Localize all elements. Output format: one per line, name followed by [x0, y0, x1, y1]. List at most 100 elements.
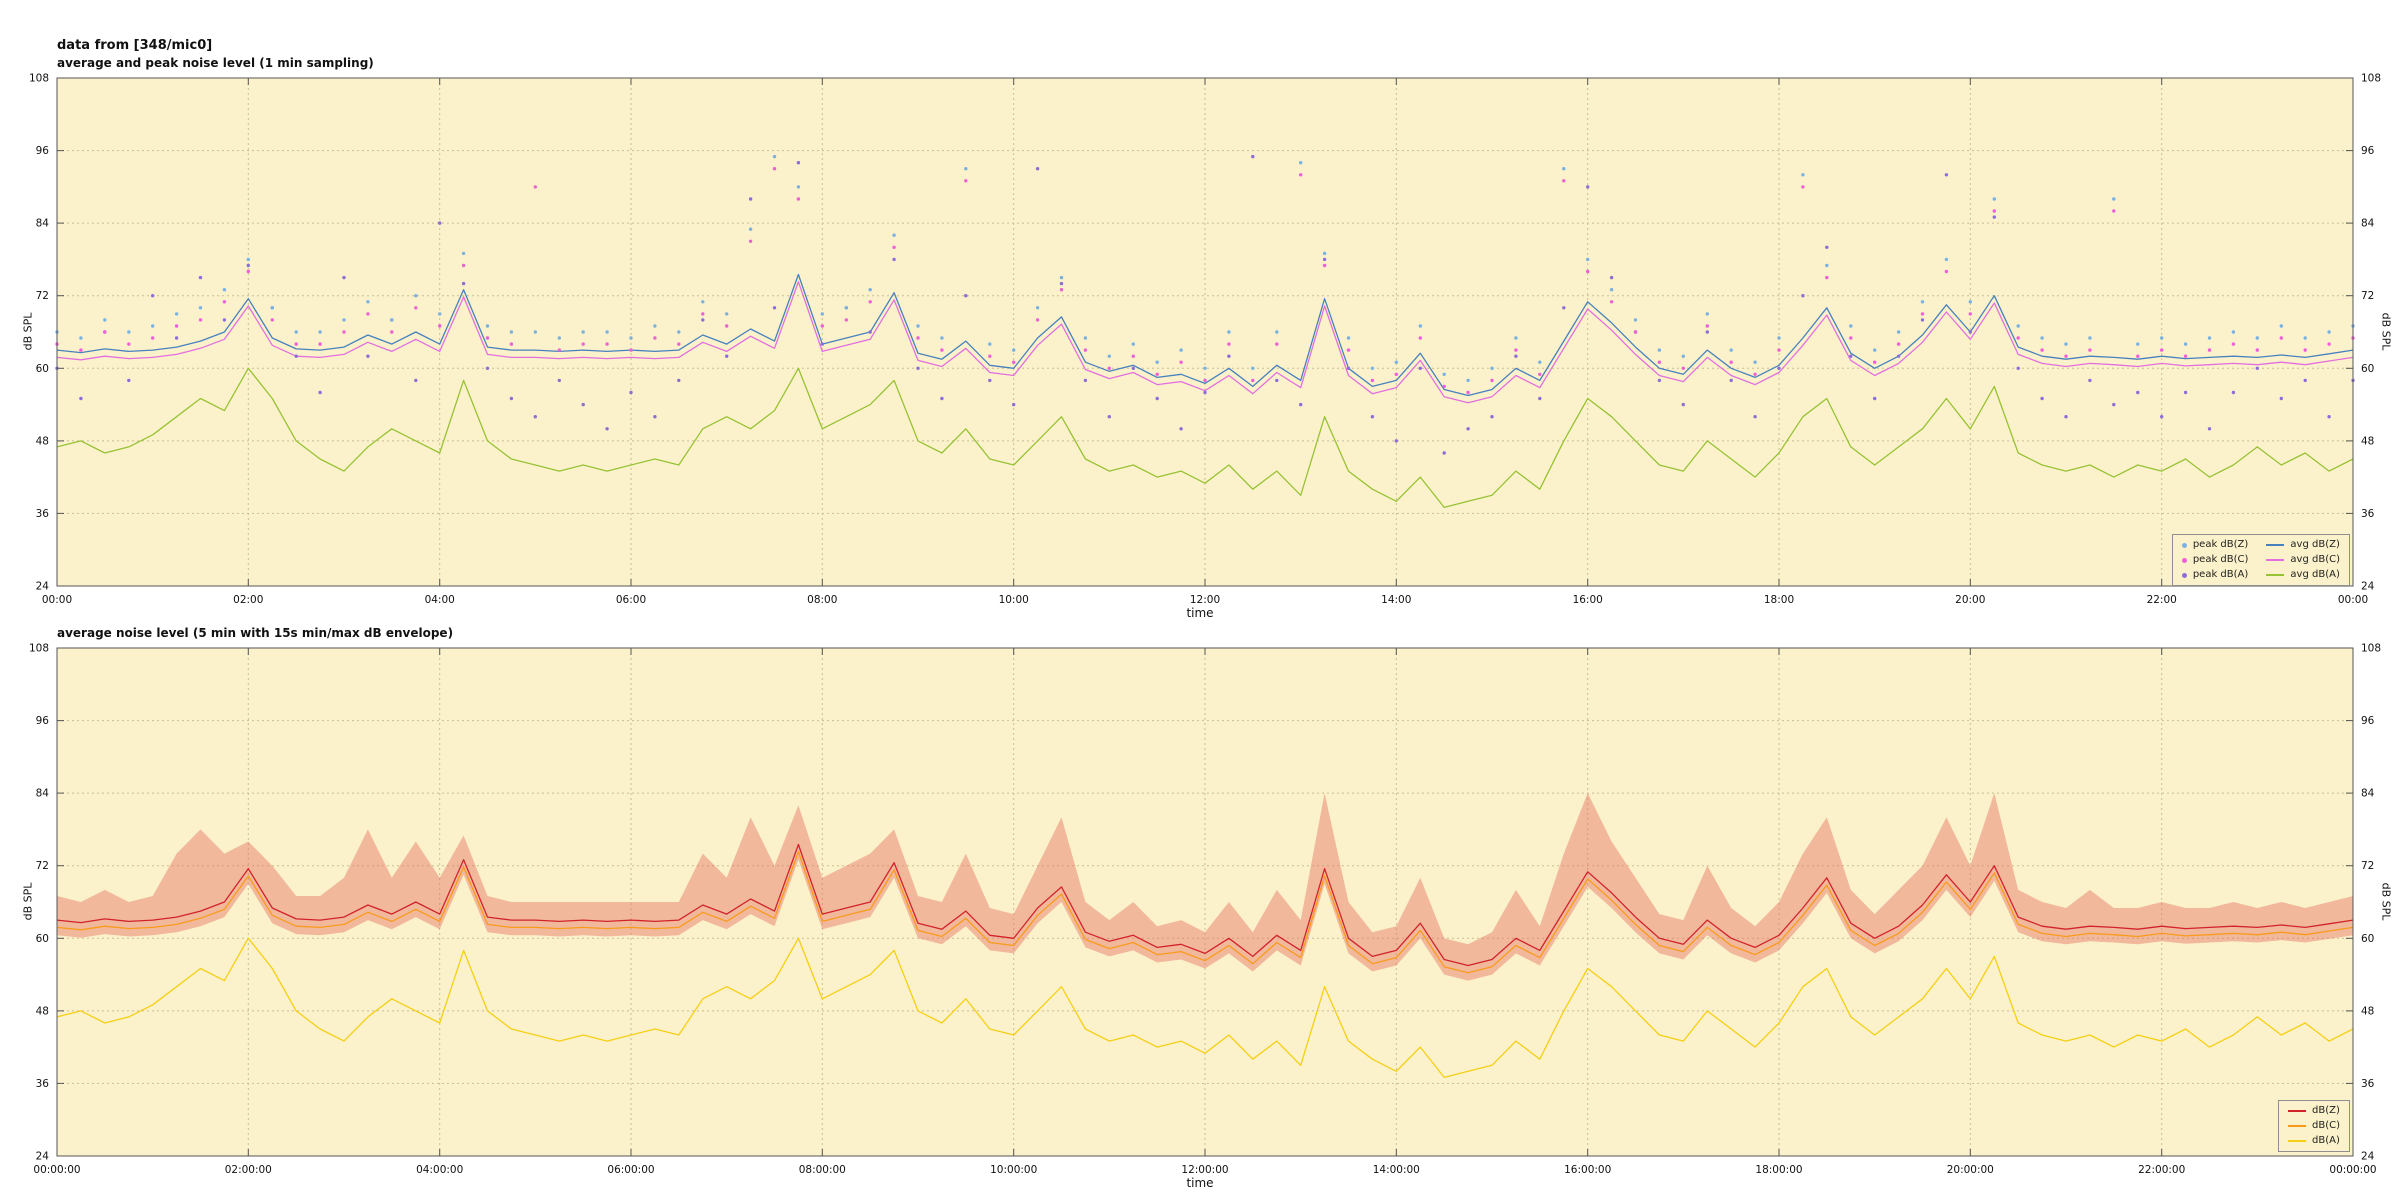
svg-text:10:00: 10:00 [999, 594, 1029, 606]
svg-text:84: 84 [36, 218, 50, 230]
tick-marks [56, 77, 2354, 587]
svg-text:20:00: 20:00 [1955, 594, 1985, 606]
legend-item: dB(A) [2288, 1135, 2340, 1147]
avg-dbc-swatch-icon [2266, 559, 2285, 561]
series-scatter [55, 154, 2355, 383]
legend-item: dB(C) [2288, 1120, 2340, 1132]
legend-item: peak dB(C) [2181, 554, 2249, 566]
legend-label: dB(Z) [2312, 1105, 2340, 1116]
bottom-chart-canvas: 24 24 36 36 48 48 60 60 72 72 84 84 96 96 108 108 00:00:… [29, 643, 2381, 1177]
legend-label: peak dB(C) [2192, 554, 2249, 565]
x-tick-labels: 00:00 02:00 04:00 06:00 08:00 10:00 12:00 14:00… [42, 594, 2368, 606]
legend-item: peak dB(A) [2181, 569, 2249, 581]
series-line [56, 281, 2354, 404]
bottom-ylabel-right: dB SPL [2379, 882, 2393, 921]
y-tick-labels: 24 24 36 36 48 48 60 60 72 72 84 84 96 96 108 108 [29, 73, 2381, 593]
avg-dbz-swatch-icon [2266, 544, 2285, 546]
peak-dbz-swatch-icon [2181, 542, 2187, 548]
svg-text:108: 108 [2361, 73, 2381, 85]
series-line [56, 367, 2354, 509]
minmax-envelope [57, 793, 2353, 981]
top-legend-peak-column: peak dB(Z) peak dB(C) peak dB(A) [2181, 539, 2249, 581]
svg-text:12:00: 12:00 [1190, 594, 1220, 606]
legend-label: avg dB(A) [2290, 569, 2340, 580]
x-tick-labels: 00:00:00 02:00:00 04:00:00 06:00:00 08:00:00… [33, 1164, 2376, 1176]
svg-text:36: 36 [2361, 1078, 2375, 1090]
svg-text:60: 60 [36, 363, 49, 375]
legend-item: avg dB(C) [2266, 554, 2340, 566]
svg-text:00:00:00: 00:00:00 [33, 1164, 80, 1176]
svg-text:72: 72 [2361, 290, 2374, 302]
dbz-swatch-icon [2288, 1110, 2306, 1112]
tick-marks [56, 647, 2354, 1157]
legend-label: peak dB(A) [2192, 569, 2249, 580]
svg-text:72: 72 [2361, 860, 2374, 872]
legend-label: peak dB(Z) [2192, 539, 2249, 550]
svg-text:10:00:00: 10:00:00 [990, 1164, 1037, 1176]
bottom-legend: dB(Z) dB(C) dB(A) [2278, 1100, 2350, 1152]
svg-text:14:00: 14:00 [1381, 594, 1411, 606]
svg-text:06:00:00: 06:00:00 [607, 1164, 654, 1176]
svg-text:48: 48 [2361, 1005, 2374, 1017]
series-line [56, 851, 2354, 974]
avg-dba-swatch-icon [2266, 574, 2285, 576]
svg-text:02:00:00: 02:00:00 [225, 1164, 272, 1176]
svg-text:00:00: 00:00 [42, 594, 72, 606]
svg-text:36: 36 [36, 1078, 50, 1090]
svg-text:24: 24 [36, 581, 50, 593]
svg-text:60: 60 [2361, 933, 2374, 945]
svg-text:08:00:00: 08:00:00 [799, 1164, 846, 1176]
legend-label: avg dB(Z) [2290, 539, 2340, 550]
svg-text:108: 108 [2361, 643, 2381, 655]
svg-text:24: 24 [36, 1151, 50, 1163]
bottom-ylabel-left: dB SPL [21, 882, 35, 921]
svg-text:18:00:00: 18:00:00 [1755, 1164, 1802, 1176]
top-legend-avg-column: avg dB(Z) avg dB(C) avg dB(A) [2266, 539, 2340, 581]
svg-text:16:00:00: 16:00:00 [1564, 1164, 1611, 1176]
svg-text:48: 48 [36, 435, 49, 447]
svg-text:72: 72 [36, 290, 49, 302]
svg-text:16:00: 16:00 [1573, 594, 1603, 606]
svg-text:04:00: 04:00 [425, 594, 455, 606]
svg-text:96: 96 [36, 715, 50, 727]
svg-text:36: 36 [2361, 508, 2375, 520]
svg-text:60: 60 [36, 933, 49, 945]
svg-text:72: 72 [36, 860, 49, 872]
y-tick-labels: 24 24 36 36 48 48 60 60 72 72 84 84 96 96 108 108 [29, 643, 2381, 1163]
svg-text:08:00: 08:00 [807, 594, 837, 606]
legend-label: avg dB(C) [2290, 554, 2340, 565]
dba-swatch-icon [2288, 1140, 2306, 1142]
bottom-chart-title: average noise level (5 min with 15s min/… [57, 626, 454, 640]
top-xlabel: time [1186, 606, 1214, 620]
svg-text:22:00: 22:00 [2147, 594, 2177, 606]
svg-text:24: 24 [2361, 1151, 2375, 1163]
svg-text:24: 24 [2361, 581, 2375, 593]
svg-text:18:00: 18:00 [1764, 594, 1794, 606]
legend-label: dB(C) [2312, 1120, 2340, 1131]
top-chart-title: average and peak noise level (1 min samp… [57, 56, 374, 70]
svg-text:00:00:00: 00:00:00 [2329, 1164, 2376, 1176]
legend-label: dB(A) [2312, 1135, 2340, 1146]
svg-text:96: 96 [2361, 145, 2375, 157]
bottom-xlabel: time [1186, 1176, 1214, 1190]
peak-dba-swatch-icon [2181, 572, 2187, 578]
peak-dbc-swatch-icon [2181, 557, 2187, 563]
svg-text:96: 96 [36, 145, 50, 157]
svg-text:60: 60 [2361, 363, 2374, 375]
series-line [56, 937, 2354, 1079]
legend-item: avg dB(A) [2266, 569, 2340, 581]
series-scatter [55, 167, 2355, 395]
svg-text:22:00:00: 22:00:00 [2138, 1164, 2185, 1176]
svg-text:108: 108 [29, 643, 49, 655]
top-ylabel-left: dB SPL [21, 312, 35, 351]
dbc-swatch-icon [2288, 1125, 2306, 1127]
svg-text:84: 84 [36, 788, 50, 800]
svg-text:20:00:00: 20:00:00 [1947, 1164, 1994, 1176]
svg-text:04:00:00: 04:00:00 [416, 1164, 463, 1176]
svg-text:84: 84 [2361, 788, 2375, 800]
top-legend: peak dB(Z) peak dB(C) peak dB(A) avg dB(… [2171, 534, 2350, 586]
series-line [56, 843, 2354, 967]
svg-text:36: 36 [36, 508, 50, 520]
legend-item: avg dB(Z) [2266, 539, 2340, 551]
